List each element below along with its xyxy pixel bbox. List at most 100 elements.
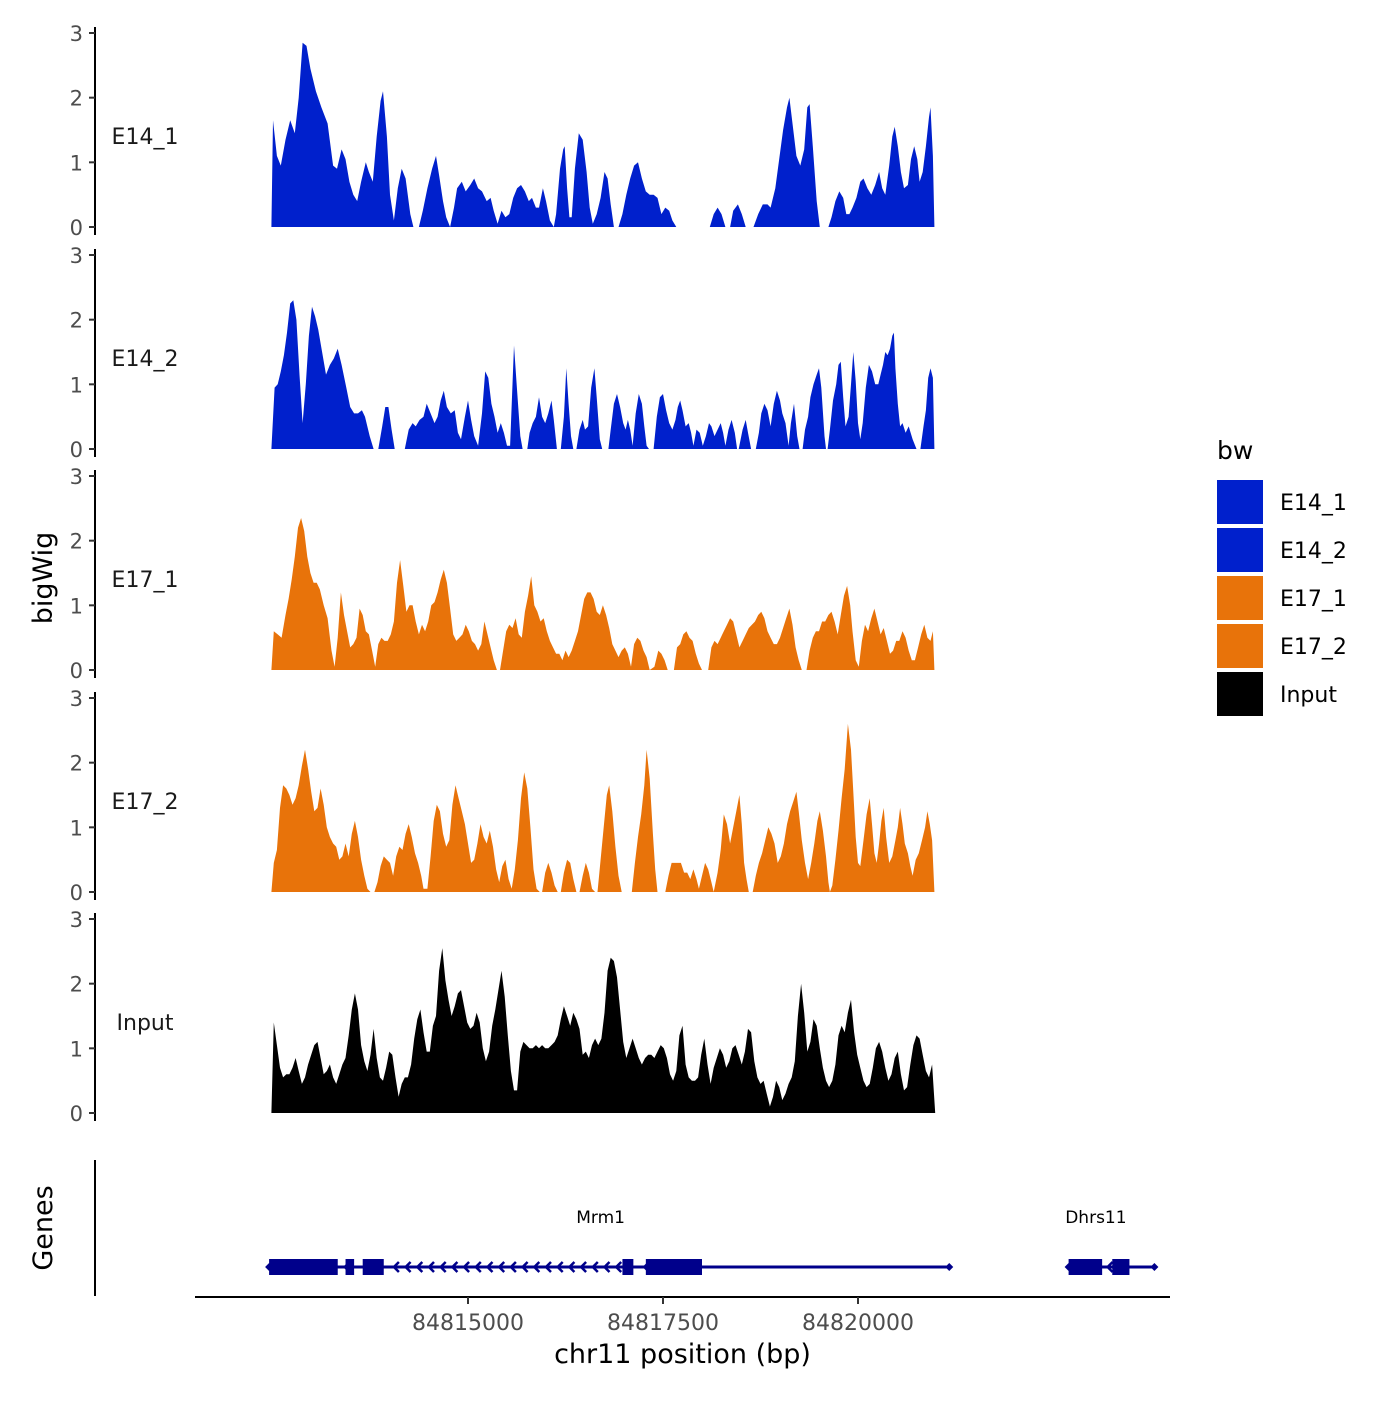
gene-end-cap xyxy=(1064,1263,1073,1271)
y-tick-label: 0 xyxy=(70,438,83,462)
gene-label: Mrm1 xyxy=(576,1208,625,1228)
legend-swatch xyxy=(1217,480,1263,524)
y-tick-label: 0 xyxy=(70,216,83,240)
y-tick-label: 3 xyxy=(70,244,83,268)
legend-swatch xyxy=(1217,528,1263,572)
strand-arrow xyxy=(591,1261,599,1273)
y-tick-label: 1 xyxy=(70,1037,83,1061)
legend-label: E14_1 xyxy=(1280,491,1347,516)
y-axis-title: bigWig xyxy=(28,532,59,625)
track-label: E17_1 xyxy=(112,568,179,593)
strand-arrow xyxy=(450,1261,459,1273)
coverage-area-Input xyxy=(271,948,936,1113)
strand-arrow xyxy=(544,1261,552,1273)
y-tick-label: 0 xyxy=(70,881,83,905)
gene-Dhrs11: Dhrs11 xyxy=(1064,1208,1159,1275)
track-label: E17_2 xyxy=(112,790,179,815)
gene-end-cap xyxy=(945,1263,954,1271)
strand-arrow xyxy=(567,1261,576,1273)
strand-arrow xyxy=(485,1261,494,1273)
gene-exon xyxy=(645,1259,702,1275)
legend-item: E17_2 xyxy=(1217,624,1347,668)
legend: bw E14_1 E14_2 E17_1 E17_2 Input xyxy=(1217,436,1347,716)
genes-layer: Genes Mrm1 Dhrs11 xyxy=(28,1160,1159,1296)
genes-panel-title: Genes xyxy=(28,1185,59,1270)
legend-label: E17_1 xyxy=(1280,587,1347,612)
strand-arrow xyxy=(462,1261,470,1273)
gene-label: Dhrs11 xyxy=(1065,1208,1126,1228)
gene-exon xyxy=(269,1259,338,1275)
strand-arrow xyxy=(555,1261,564,1273)
track-E14_1: 0 1 2 3 E14_1 xyxy=(70,22,935,240)
x-tick-label: 84817500 xyxy=(607,1311,719,1336)
strand-arrow xyxy=(1105,1261,1114,1273)
strand-arrow xyxy=(403,1261,412,1273)
strand-arrow xyxy=(509,1261,517,1273)
strand-arrow xyxy=(362,1261,371,1273)
strand-arrow xyxy=(438,1261,447,1273)
legend-label: Input xyxy=(1280,683,1337,708)
legend-item: Input xyxy=(1217,672,1337,716)
y-tick-label: 1 xyxy=(70,151,83,175)
y-tick-label: 3 xyxy=(70,465,83,489)
legend-label: E17_2 xyxy=(1280,635,1347,660)
legend-title: bw xyxy=(1217,436,1253,465)
track-E17_2: 0 1 2 3 E17_2 xyxy=(70,687,935,905)
y-tick-label: 1 xyxy=(70,594,83,618)
y-tick-label: 2 xyxy=(70,309,83,333)
strand-arrow xyxy=(642,1261,651,1273)
gene-end-cap xyxy=(265,1263,274,1271)
tracks-layer: 0 1 2 3 E14_1 0 1 2 3 E14_2 0 1 2 3 E17_1 0 1 2 3 E17_2 0 1 2 3… xyxy=(28,22,936,1126)
coverage-area-E14_1 xyxy=(271,42,935,228)
gene-exon xyxy=(345,1259,355,1275)
strand-arrow xyxy=(602,1261,611,1273)
y-tick-label: 2 xyxy=(70,752,83,776)
legend-item: E14_1 xyxy=(1217,480,1347,524)
x-tick-label: 84815000 xyxy=(412,1311,524,1336)
strand-arrow xyxy=(392,1261,400,1273)
gene-Mrm1: Mrm1 xyxy=(265,1208,954,1275)
strand-arrow xyxy=(520,1261,529,1273)
y-tick-label: 2 xyxy=(70,973,83,997)
strand-arrow xyxy=(1111,1261,1119,1273)
gene-exon xyxy=(1112,1259,1130,1275)
coverage-area-E17_2 xyxy=(271,723,935,892)
legend-item: E17_1 xyxy=(1217,576,1347,620)
track-E14_2: 0 1 2 3 E14_2 xyxy=(70,244,935,462)
track-Input: 0 1 2 3 Input xyxy=(70,908,936,1126)
legend-swatch xyxy=(1217,672,1263,716)
x-axis: 84815000 84817500 84820000 chr11 position (… xyxy=(195,1296,1170,1370)
track-label: Input xyxy=(117,1011,174,1036)
strand-arrow xyxy=(614,1261,623,1273)
legend-swatch xyxy=(1217,576,1263,620)
strand-arrow xyxy=(579,1261,587,1273)
y-tick-label: 0 xyxy=(70,659,83,683)
strand-arrow xyxy=(415,1261,424,1273)
coverage-area-E14_2 xyxy=(271,300,935,449)
strand-arrow xyxy=(342,1261,351,1273)
coverage-area-E17_1 xyxy=(271,518,935,670)
track-label: E14_2 xyxy=(112,347,179,372)
y-tick-label: 1 xyxy=(70,373,83,397)
strand-arrow xyxy=(497,1261,506,1273)
strand-arrow xyxy=(427,1261,435,1273)
y-tick-label: 3 xyxy=(70,22,83,46)
gene-exon xyxy=(622,1259,634,1275)
y-tick-label: 2 xyxy=(70,87,83,111)
legend-swatch xyxy=(1217,624,1263,668)
strand-arrow xyxy=(474,1261,482,1273)
y-tick-label: 3 xyxy=(70,908,83,932)
strand-arrow xyxy=(532,1261,541,1273)
legend-label: E14_2 xyxy=(1280,539,1347,564)
x-tick-label: 84820000 xyxy=(802,1311,914,1336)
gene-exon xyxy=(1068,1259,1103,1275)
y-tick-label: 3 xyxy=(70,687,83,711)
gene-end-cap xyxy=(1150,1263,1159,1271)
x-axis-title: chr11 position (bp) xyxy=(554,1339,811,1370)
track-E17_1: 0 1 2 3 E17_1 xyxy=(70,465,935,683)
y-tick-label: 2 xyxy=(70,530,83,554)
y-tick-label: 1 xyxy=(70,816,83,840)
